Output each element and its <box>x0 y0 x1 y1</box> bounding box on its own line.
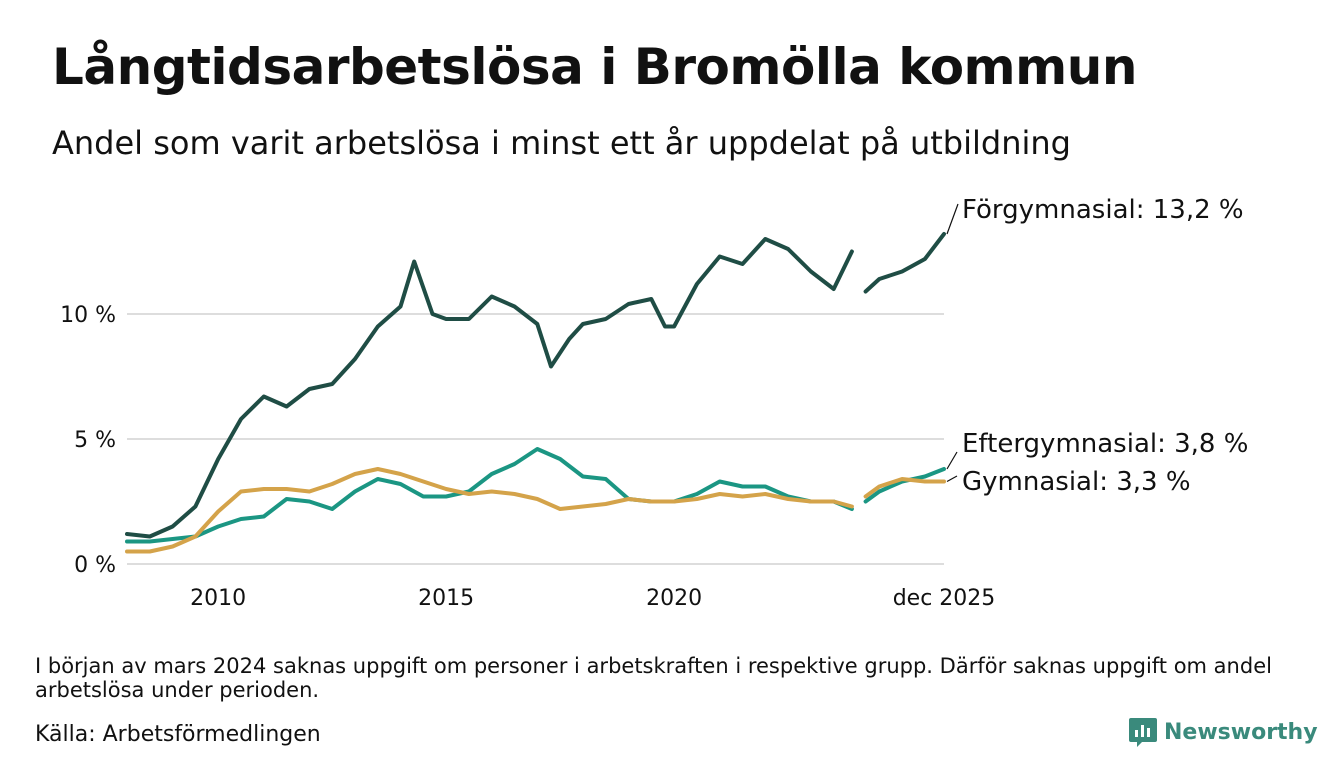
series-label-förgymnasial: Förgymnasial: 13,2 % <box>962 195 1244 225</box>
series-label-eftergymnasial: Eftergymnasial: 3,8 % <box>962 429 1248 459</box>
label-leader-line <box>946 475 958 483</box>
series-line-gymnasial <box>125 467 854 554</box>
chart-subtitle: Andel som varit arbetslösa i minst ett å… <box>52 124 1071 162</box>
series-line-förgymnasial <box>125 237 854 539</box>
brand-logo: Newsworthy <box>1128 716 1318 748</box>
series-end-labels: Förgymnasial: 13,2 % Eftergymnasial: 3,8 … <box>946 195 1248 497</box>
series-line-eftergymnasial <box>125 447 854 544</box>
label-leader-line <box>946 203 959 235</box>
series-lines <box>125 232 946 554</box>
y-tick-label: 5 % <box>74 428 116 453</box>
x-tick-label: 2010 <box>190 586 246 611</box>
x-tick-label: 2020 <box>646 586 702 611</box>
x-tick-label: 2015 <box>418 586 474 611</box>
series-label-gymnasial: Gymnasial: 3,3 % <box>962 467 1191 497</box>
line-chart: 0 % 5 % 10 % 2010 2015 2020 dec 2025 Förgymnas… <box>60 195 1248 611</box>
axis-tick-labels: 0 % 5 % 10 % 2010 2015 2020 dec 2025 <box>60 303 995 611</box>
source-note: Källa: Arbetsförmedlingen <box>35 722 321 747</box>
gridlines <box>127 313 944 565</box>
footnote: I början av mars 2024 saknas uppgift om … <box>35 654 1272 702</box>
y-tick-label: 0 % <box>74 553 116 578</box>
newsworthy-logo-icon <box>1129 718 1157 747</box>
brand-name: Newsworthy <box>1164 719 1318 745</box>
series-line-förgymnasial <box>863 232 946 294</box>
chart-title: Långtidsarbetslösa i Bromölla kommun <box>52 38 1137 96</box>
series-line-gymnasial <box>863 477 946 499</box>
series-line-eftergymnasial <box>863 467 946 504</box>
x-tick-label: dec 2025 <box>893 586 996 611</box>
y-tick-label: 10 % <box>60 303 116 328</box>
label-leader-line <box>946 451 958 470</box>
